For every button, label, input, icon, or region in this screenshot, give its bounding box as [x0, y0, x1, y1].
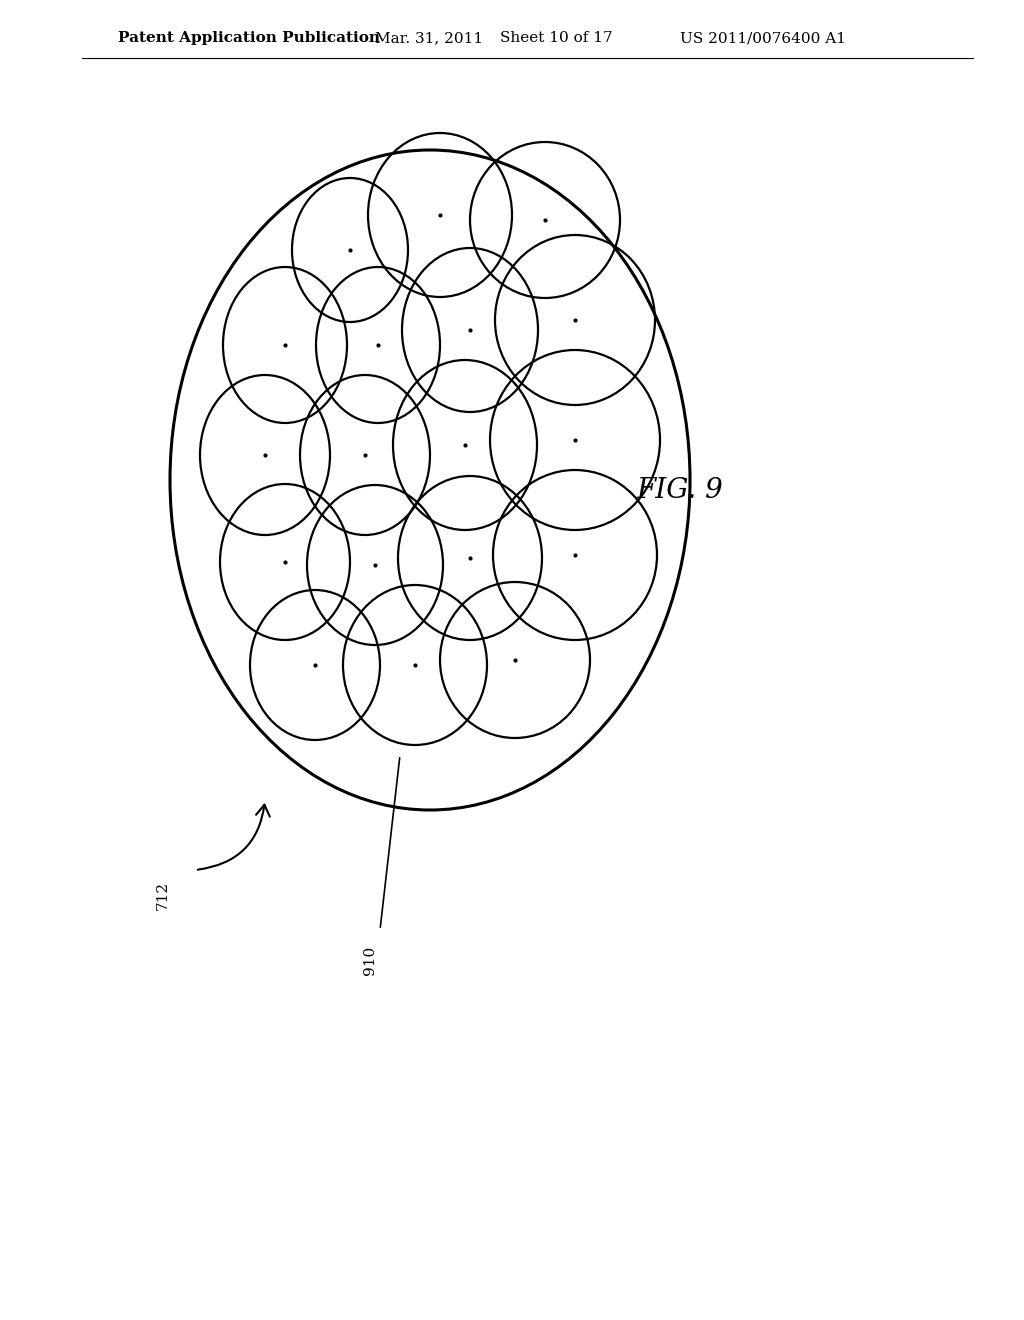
Text: Sheet 10 of 17: Sheet 10 of 17: [500, 30, 612, 45]
Text: 910: 910: [362, 945, 377, 974]
Text: Mar. 31, 2011: Mar. 31, 2011: [375, 30, 483, 45]
FancyArrowPatch shape: [198, 805, 269, 870]
Text: 712: 712: [156, 880, 170, 909]
Text: FIG. 9: FIG. 9: [637, 477, 723, 503]
Text: Patent Application Publication: Patent Application Publication: [118, 30, 380, 45]
Text: US 2011/0076400 A1: US 2011/0076400 A1: [680, 30, 846, 45]
